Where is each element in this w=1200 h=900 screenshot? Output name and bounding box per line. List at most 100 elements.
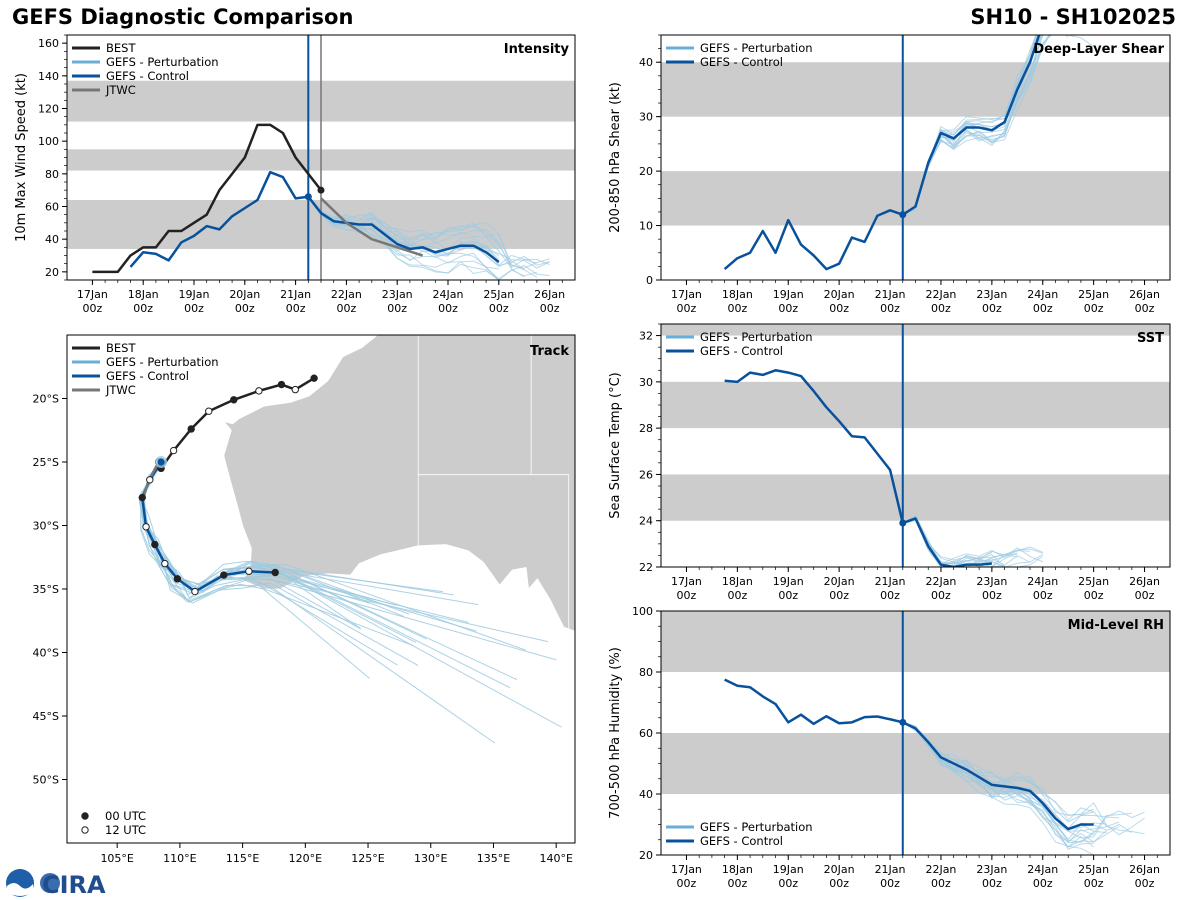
shear-xtick-hour: 00z	[1084, 302, 1104, 315]
shear-ylabel: 200-850 hPa Shear (kt)	[608, 82, 623, 233]
intensity-ytick-label: 120	[38, 103, 59, 116]
sst-ytick-label: 24	[639, 515, 653, 528]
intensity-legend-label-jtwc: JTWC	[105, 83, 136, 97]
rh-ytick-label: 20	[639, 849, 653, 862]
track-marker-12utc	[191, 587, 199, 596]
sst-xtick-hour: 00z	[1033, 589, 1053, 602]
intensity-series-jtwc	[320, 197, 423, 257]
sst-ytick-label: 30	[639, 376, 653, 389]
shear-plot-area	[661, 35, 1170, 280]
intensity-xtick-day: 19Jan	[179, 288, 210, 301]
rh-xtick-hour: 00z	[931, 877, 951, 890]
intensity-xtick-day: 23Jan	[382, 288, 413, 301]
track-frame	[66, 334, 576, 844]
rh-ytick-label: 40	[639, 788, 653, 801]
intensity-xtick-hour: 00z	[235, 302, 255, 315]
track-xtick-label: 135°E	[477, 852, 510, 865]
sst-xtick-day: 25Jan	[1078, 575, 1109, 588]
track-ytick-label: 20°S	[33, 393, 59, 406]
track-ytick-label: 30°S	[33, 520, 59, 533]
shear-xtick-day: 20Jan	[824, 288, 855, 301]
track-marker-12utc	[161, 559, 169, 568]
sst-xtick-hour: 00z	[1084, 589, 1104, 602]
intensity-ylabel: 10m Max Wind Speed (kt)	[14, 73, 29, 242]
rh-panel-title: Mid-Level RH	[1068, 618, 1164, 633]
intensity-series-gefs-control	[129, 170, 500, 268]
track-marker-12utc	[245, 567, 253, 575]
track-marker-12utc	[169, 446, 178, 455]
noaa-logo-wave	[7, 883, 33, 896]
track-plot-area	[138, 335, 575, 744]
shear-init-point	[899, 211, 907, 219]
intensity-perturbation-line	[307, 196, 550, 269]
shear-xtick-hour: 00z	[982, 302, 1002, 315]
track-marker-12utc	[291, 385, 299, 394]
shear-panel-title: Deep-Layer Shear	[1033, 42, 1164, 57]
sst-panel-title: SST	[1137, 331, 1164, 346]
track-init-point	[157, 458, 165, 466]
rh-ytick-label: 60	[639, 727, 653, 740]
intensity-ytick-label: 140	[38, 70, 59, 83]
intensity-xtick-hour: 00z	[286, 302, 306, 315]
sst-plot-area	[661, 324, 1170, 567]
track-legend-label-jtwc: JTWC	[105, 383, 136, 397]
shear-xtick-day: 17Jan	[671, 288, 702, 301]
rh-xtick-day: 19Jan	[773, 863, 804, 876]
track-marker-00utc	[187, 425, 195, 433]
sst-xtick-day: 19Jan	[773, 575, 804, 588]
shear-xtick-day: 26Jan	[1129, 288, 1160, 301]
rh-frame	[660, 610, 1171, 856]
shear-xtick-day: 24Jan	[1027, 288, 1058, 301]
sst-xtick-hour: 00z	[829, 589, 849, 602]
intensity-xtick-day: 25Jan	[483, 288, 514, 301]
intensity-xtick-hour: 00z	[133, 302, 153, 315]
rh-xtick-day: 18Jan	[722, 863, 753, 876]
shear-band-0	[661, 171, 1170, 226]
track-legend-12utc-marker	[81, 826, 89, 834]
track-ytick-label: 50°S	[33, 774, 59, 787]
intensity-best-latest-point	[317, 186, 325, 194]
track-legend-label-control: GEFS - Control	[106, 369, 189, 383]
sst-xtick-hour: 00z	[778, 589, 798, 602]
intensity-ytick-label: 60	[45, 201, 59, 214]
track-marker-00utc	[138, 493, 146, 502]
track-marker-00utc	[310, 374, 318, 382]
rh-xtick-hour: 00z	[727, 877, 747, 890]
track-xtick-label: 110°E	[163, 852, 196, 865]
sst-xtick-hour: 00z	[727, 589, 747, 602]
sst-xtick-hour: 00z	[1135, 589, 1155, 602]
intensity-ytick-label: 20	[45, 266, 59, 279]
rh-legend-label-control: GEFS - Control	[700, 834, 783, 848]
shear-xtick-day: 19Jan	[773, 288, 804, 301]
sst-panel: 22242628303217Jan00z18Jan00z19Jan00z20Ja…	[608, 323, 1170, 602]
shear-series-gefs-control	[723, 35, 1041, 271]
rh-plot-area	[661, 611, 1170, 855]
shear-legend-label-perturbation: GEFS - Perturbation	[700, 41, 813, 55]
rh-band-1	[661, 611, 1170, 672]
track-marker-00utc	[220, 571, 228, 579]
shear-xtick-hour: 00z	[1033, 302, 1053, 315]
intensity-init-point	[304, 193, 312, 201]
sst-band-1	[661, 381, 1170, 429]
shear-xtick-hour: 00z	[880, 302, 900, 315]
rh-ytick-label: 80	[639, 666, 653, 679]
intensity-xtick-hour: 00z	[337, 302, 357, 315]
sst-xtick-hour: 00z	[931, 589, 951, 602]
intensity-ytick-label: 160	[38, 37, 59, 50]
shear-ytick-label: 20	[639, 165, 653, 178]
track-xtick-label: 125°E	[351, 852, 384, 865]
sst-ytick-label: 26	[639, 468, 653, 481]
track-legend-label-perturbation: GEFS - Perturbation	[106, 355, 219, 369]
intensity-perturbation-line	[307, 196, 525, 278]
intensity-plot-area	[67, 35, 575, 280]
shear-xtick-hour: 00z	[727, 302, 747, 315]
sst-frame	[660, 323, 1171, 568]
track-marker-00utc	[230, 396, 238, 404]
rh-xtick-day: 17Jan	[671, 863, 702, 876]
sst-xtick-day: 18Jan	[722, 575, 753, 588]
intensity-xtick-hour: 00z	[540, 302, 560, 315]
track-marker-12utc	[205, 407, 213, 415]
track-legend-12utc-label: 12 UTC	[105, 823, 146, 837]
sst-xtick-day: 21Jan	[875, 575, 906, 588]
